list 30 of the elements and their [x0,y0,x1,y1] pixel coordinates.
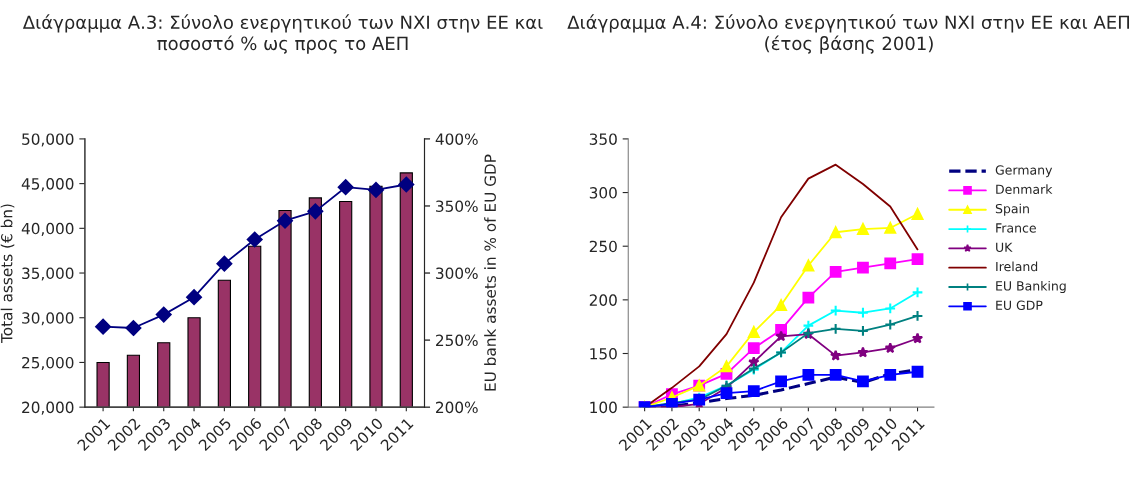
y-tick-label: 350 [589,133,617,145]
y2-tick-label: 350% [436,200,478,212]
legend-label: EU GDP [996,300,1043,310]
y-tick-label: 20,000 [22,401,74,415]
legend-label: EU Banking [996,280,1066,294]
y2-tick-label: 250% [436,334,478,347]
y-tick-label: 45,000 [21,178,74,192]
y2-tick-label: 400% [435,133,478,145]
y-tick-label: 250 [589,240,617,253]
legend-label: France [996,223,1036,233]
y-tick-label: 300 [589,187,617,199]
chart-title: Διάγραμμα Α.4: Σύνολο ενεργητικού των ΝΧΙ στην ΕΕ και ΑΕΠ (έτος βάσης 2001) [567,14,1129,54]
y-tick-label: 40,000 [21,222,74,236]
legend-label: UK [996,242,1013,252]
y-tick-label: 100 [590,401,617,414]
y-tick-label: 25,000 [22,356,74,371]
y-tick-label: 150 [590,347,617,360]
legend-label: Spain [995,203,1029,216]
legend-label: Denmark [996,184,1053,195]
y-tick-label: 200 [589,294,617,306]
y2-tick-label: 200% [436,401,478,414]
chart-title: Διάγραμμα Α.3: Σύνολο ενεργητικού των ΝΧΙ στην ΕΕ και ποσοστό % ως προς το ΑΕΠ [22,14,543,54]
y-tick-label: 35,000 [22,267,74,281]
y-tick-label: 30,000 [22,312,74,326]
legend-label: Ireland [996,261,1038,272]
y2-tick-label: 300% [436,267,478,280]
y-tick-label: 50,000 [22,133,74,147]
y-axis-title: Total assets (€ bn) [0,204,15,344]
legend-label: Germany [995,165,1053,178]
y2-axis-title: EU bank assets in % of EU GDP [484,154,496,391]
